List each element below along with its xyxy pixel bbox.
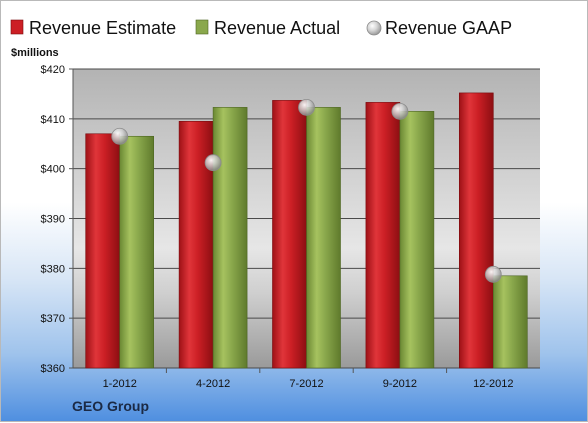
bar-revenue-estimate xyxy=(178,121,214,369)
gaap-marker-group xyxy=(111,98,502,283)
bar-revenue-estimate xyxy=(85,133,120,369)
bar-revenue-actual xyxy=(212,107,248,369)
legend-swatch xyxy=(10,19,24,35)
chart-legend: Revenue Estimate Revenue Actual Revenue GA… xyxy=(10,18,512,38)
y-unit-label: $millions xyxy=(11,47,59,59)
x-tick-label: 7-2012 xyxy=(289,378,323,390)
legend-label: Revenue Estimate xyxy=(29,18,176,38)
y-tick-label: $360 xyxy=(41,363,65,375)
y-tick-label: $380 xyxy=(41,263,65,275)
bar-revenue-estimate xyxy=(458,92,494,369)
marker-revenue-gaap xyxy=(298,98,315,116)
bar-revenue-estimate xyxy=(272,100,307,369)
x-tick-label: 1-2012 xyxy=(103,378,137,390)
legend-label: Revenue GAAP xyxy=(385,18,512,38)
bar-revenue-estimate xyxy=(365,102,401,369)
y-tick-label: $420 xyxy=(41,64,65,76)
legend-swatch xyxy=(366,20,382,36)
marker-revenue-gaap xyxy=(204,154,222,172)
legend-label: Revenue Actual xyxy=(214,18,340,38)
bar-revenue-actual xyxy=(399,111,435,369)
x-tick-label: 9-2012 xyxy=(383,378,417,390)
y-tick-label: $400 xyxy=(41,164,65,176)
bar-revenue-actual xyxy=(306,107,341,369)
x-tick-label: 4-2012 xyxy=(196,378,230,390)
y-axis-ticks: $360 $370 $380 $390 $400 $410 $420 xyxy=(41,64,73,375)
marker-revenue-gaap xyxy=(111,127,129,145)
x-axis-ticks: 1-2012 4-2012 7-2012 9-2012 12-2012 xyxy=(103,368,513,390)
marker-revenue-gaap xyxy=(391,102,409,120)
bar-revenue-actual xyxy=(492,275,528,369)
y-tick-label: $370 xyxy=(41,313,65,325)
bar-revenue-actual xyxy=(119,135,154,369)
x-tick-label: 12-2012 xyxy=(473,378,513,390)
marker-revenue-gaap xyxy=(484,265,502,283)
legend-swatch xyxy=(195,19,209,35)
bar-group xyxy=(85,92,528,369)
y-tick-label: $410 xyxy=(41,114,65,126)
company-name: GEO Group xyxy=(72,398,149,414)
y-tick-label: $390 xyxy=(41,214,65,226)
